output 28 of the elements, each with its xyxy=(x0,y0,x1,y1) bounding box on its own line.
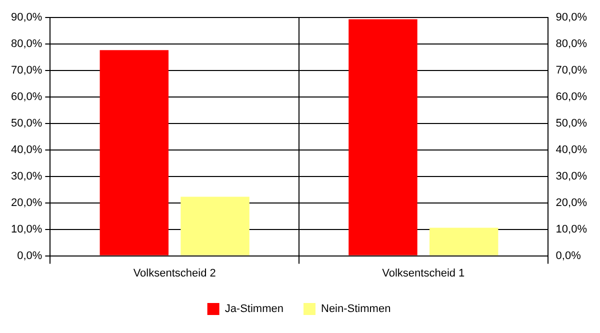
y2-tick-label: 60,0% xyxy=(556,91,588,104)
y-tick-label: 50,0% xyxy=(10,118,42,130)
y2-tick-label: 30,0% xyxy=(556,170,588,182)
x-tick-label: Volksentscheid 1 xyxy=(382,267,465,280)
bar xyxy=(348,19,418,256)
y-tick-label: 60,0% xyxy=(10,91,42,104)
y2-tick-label: 80,0% xyxy=(556,38,588,50)
y2-tick-label: 50,0% xyxy=(556,118,588,130)
y2-tick-label: 10,0% xyxy=(556,223,588,236)
legend-label: Ja-Stimmen xyxy=(224,303,284,316)
y-tick-label: 90,0% xyxy=(10,12,42,24)
x-tick-label: Volksentscheid 2 xyxy=(133,267,216,280)
bar xyxy=(429,228,498,256)
bar xyxy=(100,50,169,256)
y-tick-label: 20,0% xyxy=(10,196,42,209)
y2-tick-label: 40,0% xyxy=(556,144,588,156)
y2-tick-label: 20,0% xyxy=(556,196,588,209)
y-tick-label: 70,0% xyxy=(10,64,42,77)
y2-tick-label: 70,0% xyxy=(556,64,588,77)
y-tick-label: 30,0% xyxy=(10,170,42,182)
legend-label: Nein-Stimmen xyxy=(320,303,391,316)
y2-tick-label: 0,0% xyxy=(556,250,582,262)
y-tick-label: 10,0% xyxy=(10,223,42,236)
y2-tick-label: 90,0% xyxy=(556,12,588,24)
y-tick-label: 80,0% xyxy=(10,38,42,50)
y-tick-label: 0,0% xyxy=(17,250,42,262)
y-tick-label: 40,0% xyxy=(10,144,42,156)
bar xyxy=(180,196,250,256)
